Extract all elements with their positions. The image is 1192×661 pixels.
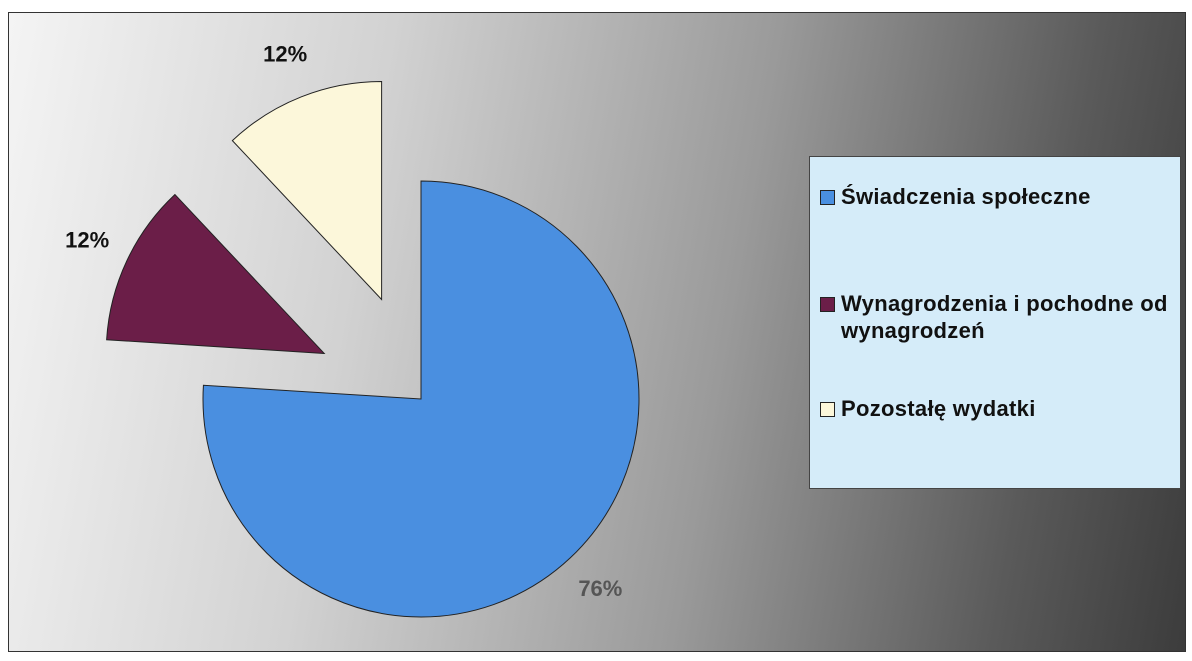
legend-item: Świadczenia społeczne: [820, 183, 1182, 210]
legend-item: Pozostałę wydatki: [820, 395, 1182, 422]
legend-swatch: [820, 190, 835, 205]
legend-swatch: [820, 297, 835, 312]
legend-label: Pozostałę wydatki: [841, 396, 1036, 421]
pie-slice: [106, 193, 326, 355]
pie-slice: [231, 81, 383, 301]
legend: Świadczenia społeczne Wynagrodzenia i poc…: [809, 156, 1181, 489]
legend-label: Świadczenia społeczne: [841, 184, 1091, 209]
pie-slice: [202, 180, 640, 618]
data-label: 12%: [65, 228, 109, 253]
legend-swatch: [820, 402, 835, 417]
legend-item: Wynagrodzenia i pochodne od wynagrodzeń: [820, 290, 1182, 344]
data-label: 76%: [578, 576, 622, 601]
chart-area: 76% 12% 12% Świadczenia społeczne Wynagrodz…: [8, 12, 1186, 652]
data-label: 12%: [263, 42, 307, 67]
chart: 76% 12% 12%: [65, 42, 640, 618]
legend-label: Wynagrodzenia i pochodne od wynagrodzeń: [841, 291, 1168, 343]
